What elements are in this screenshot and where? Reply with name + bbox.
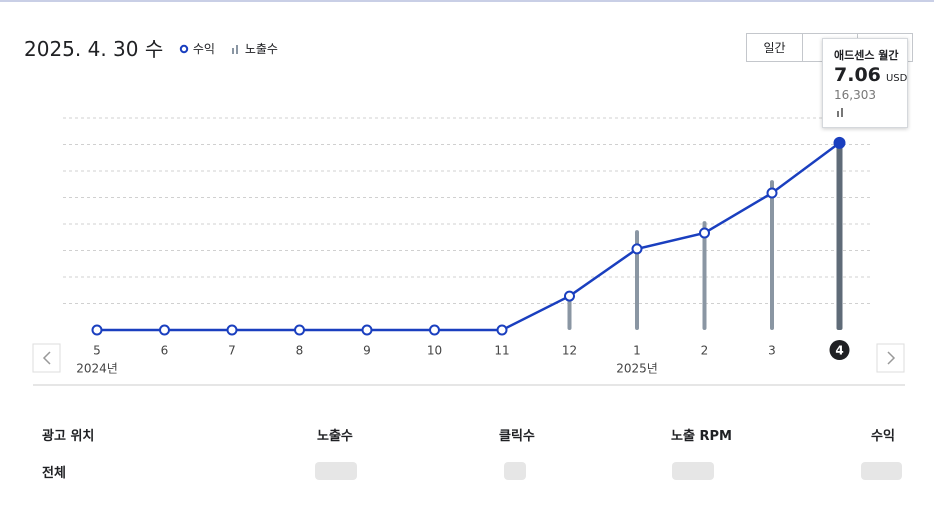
- tooltip-impressions: 16,303: [834, 88, 876, 102]
- x-tick-label: 3: [768, 344, 776, 358]
- column-header: 수익: [871, 429, 895, 444]
- x-tick-label: 12: [562, 344, 577, 358]
- legend-bar: 노출수: [231, 40, 278, 57]
- prev-button[interactable]: [32, 343, 61, 373]
- bar: [836, 143, 843, 330]
- point: [429, 324, 440, 336]
- point: [564, 290, 575, 302]
- point: [226, 324, 238, 336]
- bar: [567, 296, 572, 330]
- column-header: 노출 RPM: [671, 429, 732, 444]
- x-tick-label: 1: [633, 344, 641, 358]
- point: [766, 187, 778, 199]
- x-tick-label: 6: [161, 344, 169, 358]
- hidden-value: [504, 462, 526, 480]
- point: [833, 136, 846, 149]
- year-label: 2024년: [76, 362, 118, 376]
- legend-label: 수익: [192, 42, 215, 56]
- bar: [770, 180, 774, 330]
- point: [631, 243, 643, 255]
- column-header: 클릭수: [499, 429, 535, 444]
- top-border: [0, 0, 934, 2]
- x-tick-label: 4: [835, 344, 843, 358]
- tooltip: 애드센스 월간 7.06 USD 16,303: [822, 38, 908, 128]
- tooltip-value: 7.06 USD: [834, 64, 907, 86]
- x-tick-label: 7: [228, 344, 236, 358]
- legend-line: 수익: [179, 40, 215, 57]
- column-header: 광고 위치: [42, 429, 95, 444]
- legend-label: 노출수: [244, 42, 278, 56]
- x-tick-label: 2: [701, 344, 709, 358]
- column-header: 노출수: [317, 429, 353, 444]
- x-tick-label: 8: [296, 344, 304, 358]
- bar: [702, 221, 707, 330]
- date-title: 2025. 4. 30 수: [24, 37, 164, 61]
- point: [294, 324, 305, 336]
- point: [361, 324, 373, 336]
- tooltip-title: 애드센스 월간: [834, 49, 899, 62]
- point: [699, 227, 710, 239]
- next-button[interactable]: [876, 343, 905, 373]
- next-arrow: [887, 351, 896, 365]
- tooltip-revenue: 7.06: [834, 64, 881, 86]
- hidden-value: [861, 462, 902, 480]
- hidden-value: [672, 462, 714, 480]
- legend-icon: [179, 44, 189, 54]
- bar: [635, 230, 639, 330]
- x-tick-label: 5: [93, 344, 101, 358]
- point: [91, 324, 103, 336]
- x-tick-label: 11: [494, 344, 509, 358]
- tooltip-unit: USD: [885, 73, 908, 84]
- legend-icon: [232, 45, 238, 54]
- tooltip-icon: [837, 108, 843, 117]
- year-label: 2025년: [616, 362, 658, 376]
- selected-month: [829, 340, 850, 360]
- prev-arrow: [42, 351, 51, 365]
- x-tick-label: 10: [427, 344, 442, 358]
- revenue-line: [97, 141, 841, 332]
- point: [496, 324, 508, 336]
- row-label: 전체: [42, 466, 66, 481]
- point: [159, 324, 170, 336]
- hidden-value: [315, 462, 357, 480]
- x-tick-label: 9: [363, 344, 371, 358]
